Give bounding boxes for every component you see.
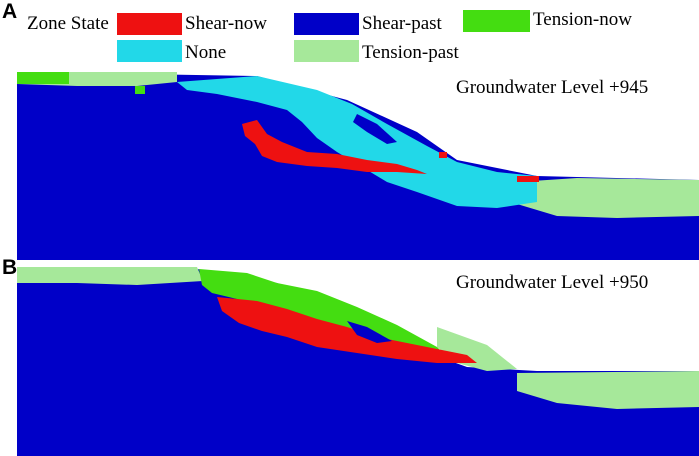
legend-swatch-shear-now xyxy=(117,13,182,35)
panel-b-model: Groundwater Level +950 xyxy=(17,267,699,456)
legend-label-none: None xyxy=(185,42,227,63)
panel-a-model: Groundwater Level +945 xyxy=(17,72,699,260)
panel-a-tension-now-fleck xyxy=(135,86,145,94)
panel-a-shear-now-fleck xyxy=(439,152,447,158)
panel-a-groundwater-label: Groundwater Level +945 xyxy=(456,77,649,98)
panel-b-tension-past-crest xyxy=(17,267,203,285)
panel-a-tension-past-toe xyxy=(517,178,699,218)
legend-label-shear-now: Shear-now xyxy=(185,13,267,34)
panel-a-tension-now-crest xyxy=(17,72,69,84)
legend-swatch-none xyxy=(117,40,182,62)
panel-a-letter: A xyxy=(2,0,18,23)
panel-a-shear-past-streak xyxy=(353,114,397,144)
panel-b-shear-past-streak xyxy=(347,321,392,343)
legend-label-tension-past: Tension-past xyxy=(362,42,459,63)
panel-b-groundwater-label: Groundwater Level +950 xyxy=(456,272,649,293)
panel-a-zone-map xyxy=(17,72,699,260)
panel-b-shear-now-zone xyxy=(217,297,477,363)
legend-title: Zone State xyxy=(27,13,109,34)
panel-b-shear-past-body xyxy=(17,267,699,456)
legend-label-tension-now: Tension-now xyxy=(533,9,632,30)
panel-b-tension-now-zone xyxy=(199,269,447,357)
legend-swatch-tension-past xyxy=(294,40,359,62)
zone-state-legend: Zone State Shear-now Shear-past Tension-… xyxy=(0,0,699,66)
legend-swatch-shear-past xyxy=(294,13,359,35)
panel-b-letter: B xyxy=(2,256,18,279)
panel-a-shear-now-toe xyxy=(517,176,539,182)
panel-a-none-band xyxy=(177,76,537,208)
panel-b-tension-past-toe xyxy=(517,371,699,409)
legend-swatch-tension-now xyxy=(463,10,530,32)
panel-b-zone-map xyxy=(17,267,699,456)
panel-a-shear-now-zone xyxy=(242,120,427,174)
legend-label-shear-past: Shear-past xyxy=(362,13,442,34)
